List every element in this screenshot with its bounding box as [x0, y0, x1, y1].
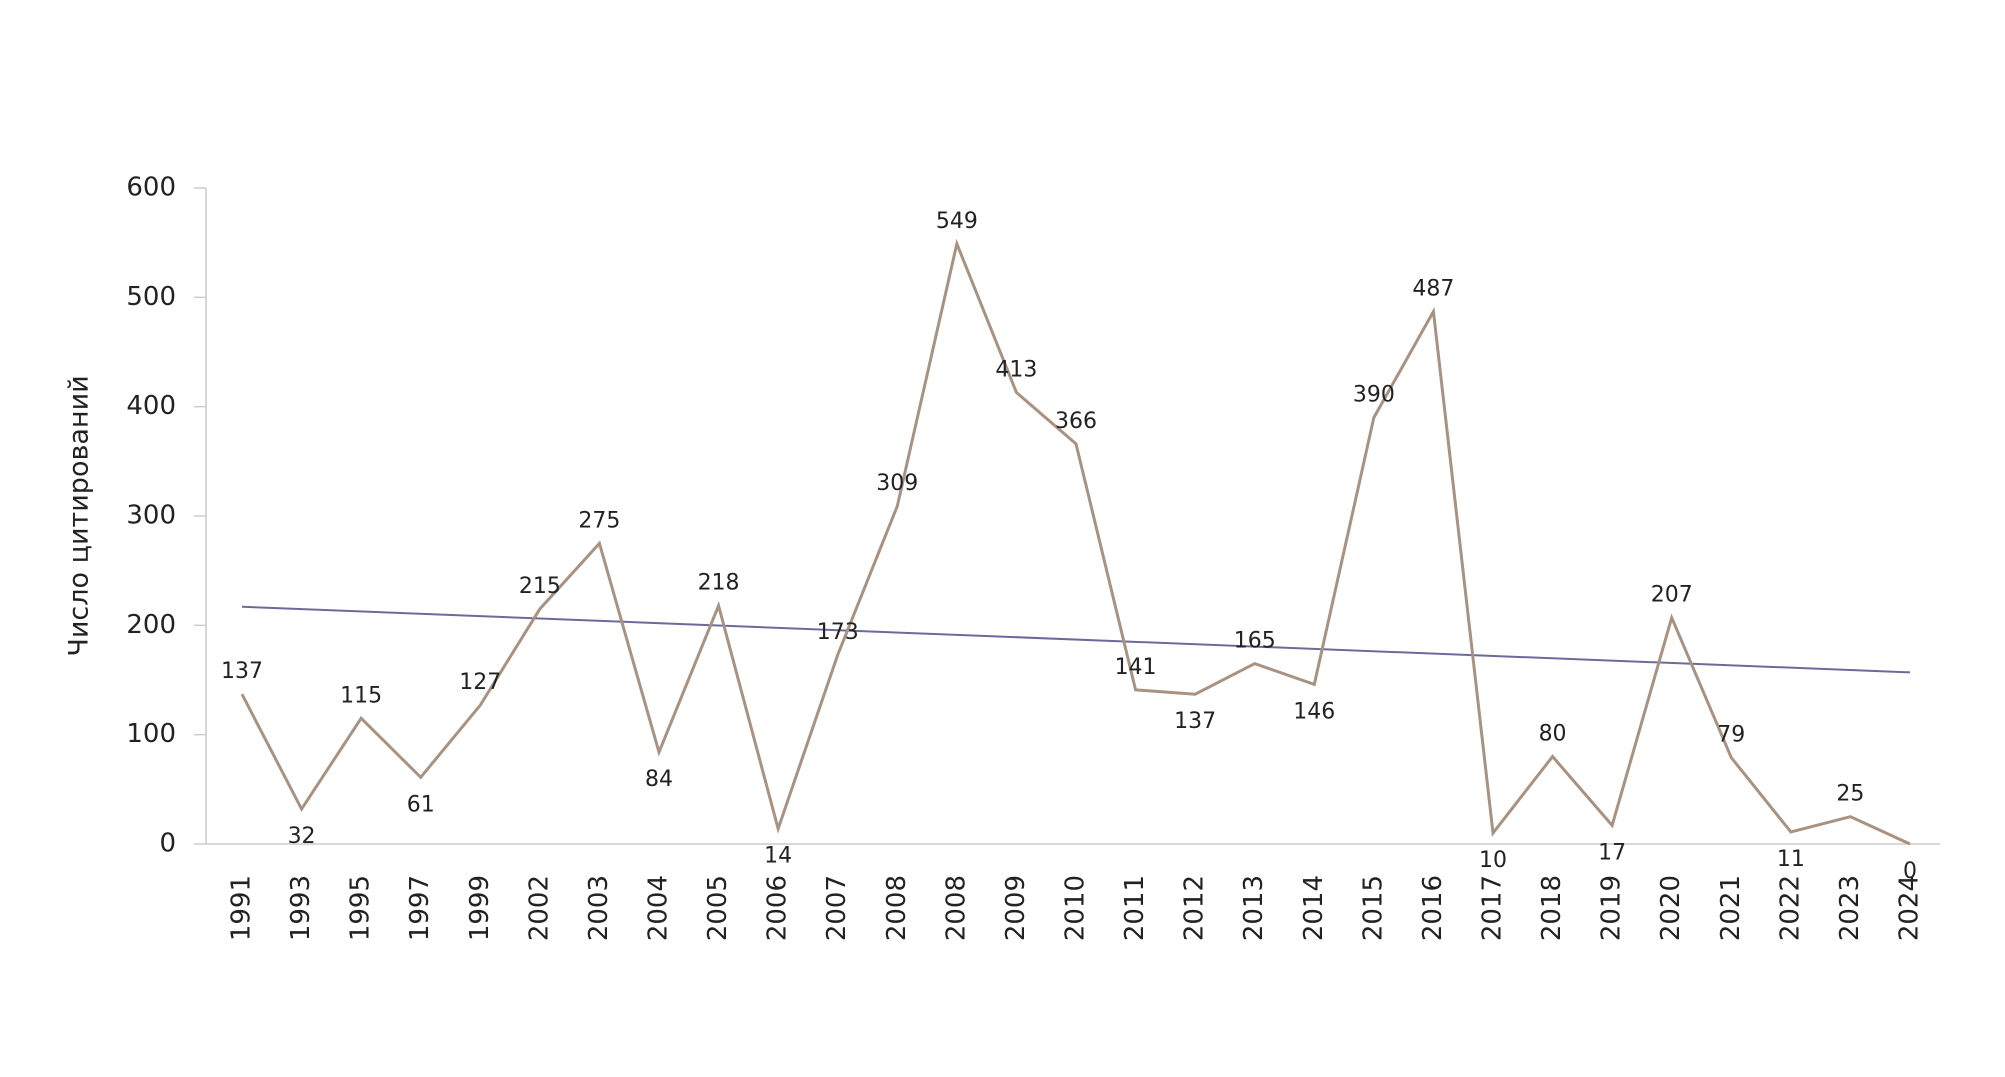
data-line: [240, 238, 1911, 846]
x-tick-label: 2009: [1001, 875, 1031, 941]
x-tick-label: 2008: [882, 875, 912, 941]
y-tick-label: 300: [126, 501, 176, 531]
x-tick-label: 2003: [584, 875, 614, 941]
data-label: 137: [1174, 709, 1216, 734]
data-label: 0: [1903, 859, 1917, 884]
x-tick-label: 2021: [1716, 875, 1746, 941]
x-tick-label: 1997: [405, 875, 435, 941]
y-tick-label: 100: [126, 719, 176, 749]
x-tick-label: 1995: [346, 875, 376, 941]
data-label: 275: [578, 508, 620, 533]
x-tick-label: 2020: [1656, 875, 1686, 941]
x-tick-label: 2017: [1478, 875, 1508, 941]
data-label: 141: [1115, 655, 1157, 680]
x-tick-label: 2022: [1775, 875, 1805, 941]
data-label: 165: [1234, 629, 1276, 654]
x-tick-label: 2016: [1418, 875, 1448, 941]
data-label: 80: [1539, 722, 1567, 747]
y-tick-label: 200: [126, 610, 176, 640]
x-tick-label: 2008: [941, 875, 971, 941]
x-tick-label: 2010: [1061, 875, 1091, 941]
data-label: 218: [698, 571, 740, 596]
y-tick-label: 500: [126, 282, 176, 312]
data-label: 127: [459, 670, 501, 695]
x-tick-label: 1991: [227, 875, 257, 941]
x-tick-label: 1993: [286, 875, 316, 941]
x-tick-label: 2012: [1180, 875, 1210, 941]
y-tick-label: 600: [126, 173, 176, 203]
data-label: 146: [1293, 699, 1335, 724]
y-tick-label: 0: [159, 829, 176, 859]
data-label: 215: [519, 574, 561, 599]
data-label: 309: [876, 471, 918, 496]
data-label: 17: [1598, 840, 1626, 865]
data-label: 487: [1412, 277, 1454, 302]
trend-line: [241, 605, 1911, 674]
data-label: 11: [1777, 847, 1805, 872]
data-label: 10: [1479, 848, 1507, 873]
data-label: 207: [1651, 583, 1693, 608]
x-tick-label: 2006: [763, 875, 793, 941]
x-tick-label: 2005: [703, 875, 733, 941]
data-label: 14: [764, 844, 792, 869]
x-tick-label: 1999: [465, 875, 495, 941]
x-tick-label: 2023: [1835, 875, 1865, 941]
data-label: 115: [340, 683, 382, 708]
x-tick-label: 2024: [1895, 875, 1925, 941]
data-label: 79: [1717, 723, 1745, 748]
data-label: 173: [817, 620, 859, 645]
x-tick-label: 2007: [822, 875, 852, 941]
x-tick-label: 2019: [1597, 875, 1627, 941]
x-tick-label: 2011: [1120, 875, 1150, 941]
x-tick-label: 2015: [1358, 875, 1388, 941]
data-label: 390: [1353, 383, 1395, 408]
x-tick-label: 2004: [644, 875, 674, 941]
x-tick-label: 2014: [1299, 875, 1329, 941]
x-tick-label: 2013: [1239, 875, 1269, 941]
data-label: 549: [936, 209, 978, 234]
data-label: 32: [288, 824, 316, 849]
data-label: 366: [1055, 409, 1097, 434]
y-tick-label: 400: [126, 391, 176, 421]
data-label: 137: [221, 659, 263, 684]
x-tick-label: 2002: [524, 875, 554, 941]
data-label: 61: [407, 792, 435, 817]
y-axis-title: Число цитирований: [64, 375, 95, 656]
data-label: 413: [995, 357, 1037, 382]
x-tick-label: 2018: [1537, 875, 1567, 941]
data-label: 25: [1836, 782, 1864, 807]
data-label: 84: [645, 767, 673, 792]
